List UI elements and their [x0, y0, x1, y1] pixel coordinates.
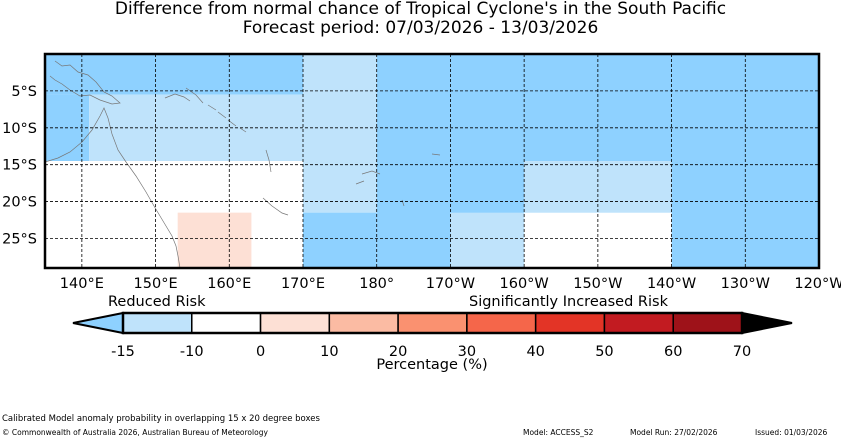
latitude-tick-label: 10°S: [2, 121, 37, 137]
reduced-risk-label: Reduced Risk: [108, 294, 206, 310]
longitude-tick-label: 150°W: [573, 276, 622, 292]
coastline-solomon-islands: [207, 104, 247, 133]
anomaly-cell: [303, 212, 377, 268]
colorbar-tick-label: 70: [733, 344, 751, 360]
colorbar-tick-label: 10: [320, 344, 338, 360]
colorbar-segment: [603, 312, 674, 334]
colorbar-segment: [397, 312, 468, 334]
longitude-tick-label: 160°E: [207, 276, 251, 292]
colorbar-segment: [534, 312, 606, 334]
anomaly-cells: [45, 54, 819, 268]
latitude-tick-label: 15°S: [2, 158, 37, 174]
colorbar-segment: [328, 312, 399, 334]
coastline-australia: [45, 107, 181, 268]
colorbar-tick-label: 30: [458, 344, 476, 360]
colorbar-segment: [191, 312, 262, 334]
coastline-samoa: [431, 153, 441, 156]
colorbar-under-arrow: [72, 311, 124, 335]
coastline-new-britain: [164, 93, 191, 102]
colorbar-tick-label: 0: [256, 344, 265, 360]
colorbar-xlabel: Percentage (%): [376, 357, 488, 373]
footer-issued: Issued: 01/03/2026: [755, 428, 828, 437]
longitude-tick-label: 180°: [359, 276, 394, 292]
coastline-vanuatu: [265, 149, 272, 173]
chart-title-line1: Difference from normal chance of Tropica…: [114, 0, 727, 19]
anomaly-cell: [303, 54, 377, 213]
footer-model: Model: ACCESS_S2: [523, 428, 594, 437]
latitude-tick-label: 5°S: [11, 84, 37, 100]
longitude-tick-labels: 140°E 150°E 160°E 170°E 180° 170°W 160°W 150°W 1…: [60, 276, 841, 292]
colorbar-tick-label: 20: [389, 344, 407, 360]
longitude-tick-label: 120°W: [794, 276, 841, 292]
colorbar-tick-label: -15: [111, 344, 135, 360]
colorbar-segment: [259, 312, 331, 334]
colorbar-segment: [672, 312, 743, 334]
longitude-tick-label: 160°W: [500, 276, 549, 292]
anomaly-cell: [45, 161, 303, 268]
colorbar-segment: [122, 312, 193, 334]
coastline-tonga: [401, 199, 405, 207]
coastlines: [45, 60, 441, 268]
coastline-new-caledonia: [262, 197, 289, 216]
colorbar-outline: [121, 311, 744, 335]
colorbar: [72, 311, 793, 335]
latitude-tick-label: 20°S: [2, 195, 37, 211]
longitude-tick-label: 150°E: [134, 276, 178, 292]
coastline-new-guinea: [49, 60, 121, 105]
latitude-tick-label: 25°S: [2, 231, 37, 247]
graticule: [45, 54, 819, 268]
longitude-tick-label: 130°W: [721, 276, 770, 292]
anomaly-cell: [177, 212, 252, 268]
colorbar-tick-label: 50: [595, 344, 613, 360]
footer-description: Calibrated Model anomaly probability in …: [2, 414, 320, 424]
colorbar-tick-label: 40: [526, 344, 544, 360]
colorbar-tick-labels: -15 -10 0 10 20 30 40 50 60 70: [111, 344, 751, 360]
footer-model-run: Model Run: 27/02/2026: [630, 428, 718, 437]
longitude-tick-label: 170°E: [281, 276, 325, 292]
colorbar-over-arrow: [741, 311, 793, 335]
coastline-new-ireland: [185, 87, 204, 104]
colorbar-tick-label: -10: [180, 344, 204, 360]
longitude-tick-label: 140°E: [60, 276, 104, 292]
longitude-tick-label: 170°W: [426, 276, 475, 292]
latitude-tick-labels: 5°S 10°S 15°S 20°S 25°S: [2, 84, 37, 248]
coastline-fiji: [355, 170, 381, 185]
colorbar-tick-label: 60: [664, 344, 682, 360]
map-frame: [43, 52, 821, 270]
footer-copyright: © Commonwealth of Australia 2026, Austra…: [2, 428, 268, 437]
colorbar-segment: [466, 312, 537, 334]
increased-risk-label: Significantly Increased Risk: [469, 294, 668, 310]
anomaly-cell: [450, 212, 525, 268]
longitude-tick-label: 140°W: [647, 276, 696, 292]
chart-title-line2: Forecast period: 07/03/2026 - 13/03/2026: [242, 18, 599, 38]
anomaly-cell: [45, 54, 303, 95]
